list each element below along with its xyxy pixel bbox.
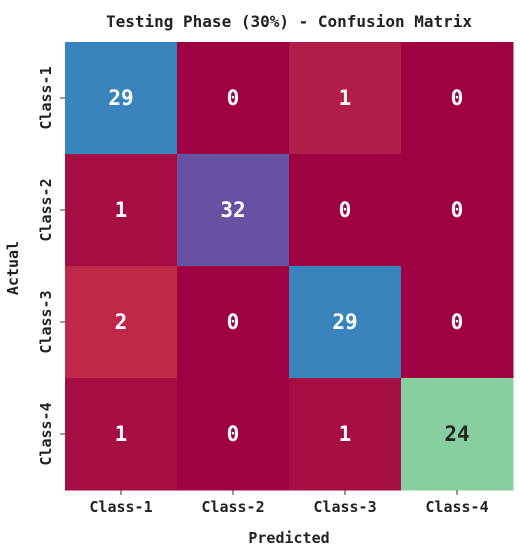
cell-value-label: 0 — [451, 198, 464, 222]
cell-value-label: 1 — [339, 422, 352, 446]
heatmap-cell — [65, 378, 178, 491]
heatmap-cell — [177, 378, 290, 491]
heatmap-cell — [401, 266, 514, 379]
heatmap-cell — [289, 378, 402, 491]
y-tick-labels: Class-1 Class-2 Class-3 Class-4 — [37, 66, 65, 466]
y-tick-label: Class-4 — [37, 402, 55, 465]
x-axis-label: Predicted — [248, 529, 329, 547]
y-tick-label: Class-2 — [37, 178, 55, 241]
heatmap-cell — [177, 42, 290, 155]
heatmap-cells — [65, 42, 514, 491]
heatmap-cell — [289, 154, 402, 267]
cell-value-label: 1 — [115, 198, 128, 222]
cell-value-label: 1 — [339, 86, 352, 110]
x-tick-label: Class-2 — [201, 498, 264, 516]
cell-value-label: 1 — [115, 422, 128, 446]
cell-value-label: 0 — [227, 86, 240, 110]
y-tick-label: Class-1 — [37, 66, 55, 129]
cell-value-label: 0 — [227, 310, 240, 334]
cell-value-label: 0 — [451, 86, 464, 110]
cell-value-label: 24 — [444, 422, 469, 446]
heatmap-cell — [65, 42, 178, 155]
cell-value-label: 2 — [115, 310, 128, 334]
heatmap-cell — [177, 266, 290, 379]
heatmap-cell — [177, 154, 290, 267]
x-tick-label: Class-4 — [425, 498, 488, 516]
heatmap-cell-labels: 29 0 1 0 1 32 0 0 2 0 29 0 1 0 1 24 — [108, 86, 469, 446]
chart-title: Testing Phase (30%) - Confusion Matrix — [106, 12, 472, 31]
y-axis-label: Actual — [4, 241, 22, 295]
heatmap-cell — [401, 154, 514, 267]
cell-value-label: 0 — [451, 310, 464, 334]
heatmap-cell — [401, 42, 514, 155]
heatmap-cell — [401, 378, 514, 491]
cell-value-label: 32 — [220, 198, 245, 222]
heatmap-cell — [65, 154, 178, 267]
x-tick-label: Class-1 — [89, 498, 152, 516]
cell-value-label: 29 — [108, 86, 133, 110]
cell-value-label: 29 — [332, 310, 357, 334]
heatmap-cell — [289, 266, 402, 379]
heatmap-cell — [289, 42, 402, 155]
y-tick-label: Class-3 — [37, 290, 55, 353]
x-tick-label: Class-3 — [313, 498, 376, 516]
heatmap-cell — [65, 266, 178, 379]
x-tick-labels: Class-1 Class-2 Class-3 Class-4 — [89, 490, 489, 516]
cell-value-label: 0 — [339, 198, 352, 222]
cell-value-label: 0 — [227, 422, 240, 446]
